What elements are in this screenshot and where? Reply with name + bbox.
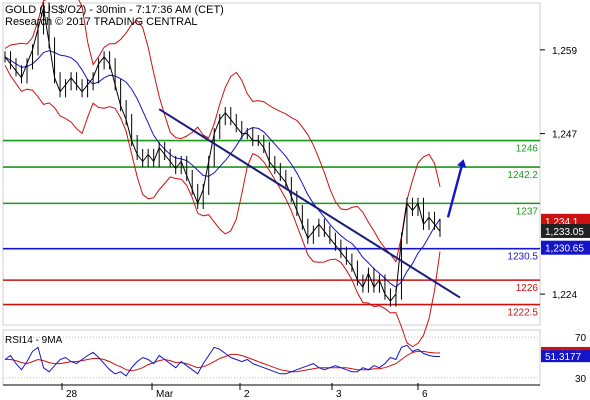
price-panel — [2, 2, 541, 326]
rsi-tick-label-0: 70 — [575, 333, 587, 344]
level-label-1: 1242.2 — [507, 170, 538, 181]
downtrend-line — [158, 108, 461, 299]
time-tick-label-0: 28 — [66, 389, 78, 400]
price-tick-label-1: 1,247 — [552, 130, 577, 141]
chart-source: Research © 2017 TRADING CENTRAL — [5, 16, 198, 28]
level-label-4: 1226 — [516, 283, 539, 294]
projection-arrow — [446, 164, 464, 218]
time-tick-label-3: 3 — [336, 389, 342, 400]
rsi-tag-label-1: 51.3177 — [545, 352, 582, 363]
price-tag-label-1: 1,233.05 — [545, 227, 584, 238]
price-tick-label-0: 1,259 — [552, 46, 577, 57]
level-label-2: 1237 — [516, 206, 539, 217]
chart-title: GOLD (US$/OZ) - 30min - 7:17:36 AM (CET) — [5, 4, 224, 16]
time-tick-label-4: 6 — [422, 389, 428, 400]
rsi-line — [4, 344, 440, 377]
price-tag-2 — [541, 240, 590, 255]
rsi-tick-label-1: 30 — [575, 374, 587, 385]
projection-arrow-head — [456, 159, 467, 168]
rsi-tag-1 — [541, 350, 590, 363]
level-label-3: 1230.5 — [507, 252, 538, 263]
rsi-title: RSI14 - 9MA — [5, 335, 63, 346]
time-tick-label-1: Mar — [156, 389, 174, 400]
price-tag-label-2: 1,230.65 — [545, 244, 584, 255]
level-label-5: 1222.5 — [507, 308, 538, 319]
level-label-0: 1246 — [516, 144, 539, 155]
upper-band — [4, 0, 441, 263]
price-tag-label-0: 1,234.1 — [545, 217, 579, 228]
moving-average-line — [4, 50, 441, 288]
lower-band — [4, 64, 441, 348]
price-line — [4, 7, 441, 302]
price-tick-label-2: 1,224 — [552, 290, 577, 301]
time-tick-label-2: 2 — [244, 389, 250, 400]
price-tag-1 — [541, 223, 590, 238]
